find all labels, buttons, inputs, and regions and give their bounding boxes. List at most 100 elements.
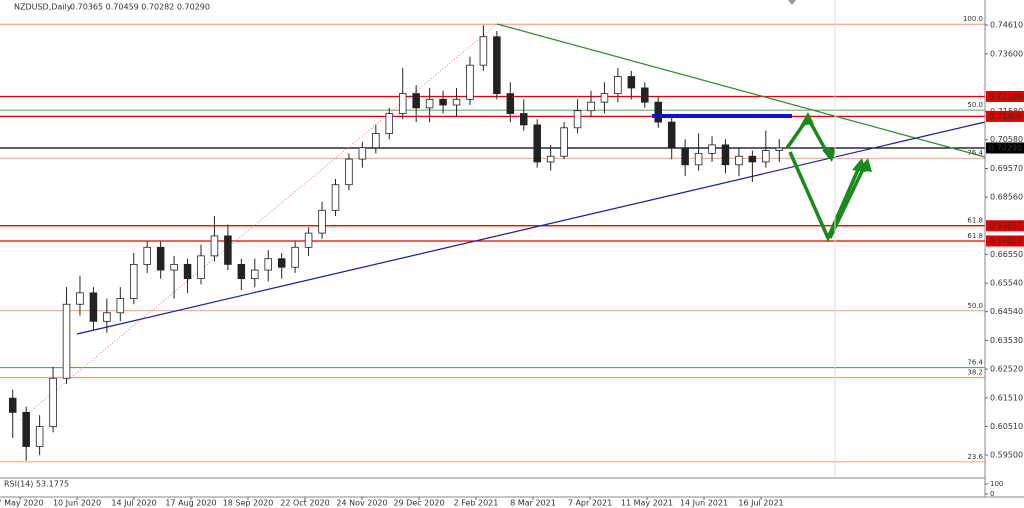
candle-body [129, 263, 138, 299]
candle-body [735, 155, 743, 166]
fib-level-label: 76.4 [967, 359, 983, 367]
x-tick-label: 7 Apr 2021 [568, 499, 612, 508]
candle-body [398, 93, 407, 114]
candle-body [546, 155, 555, 163]
x-tick-label: 2 Feb 2021 [454, 499, 499, 508]
candle-body [76, 292, 84, 305]
arrow-head [800, 112, 814, 126]
fib-base-line [19, 23, 498, 421]
fib-level-label: 76.4 [967, 149, 983, 157]
candle-body [35, 426, 44, 447]
candle-body [62, 303, 71, 379]
candle-body [251, 269, 259, 280]
price-level-box [986, 142, 1024, 154]
rsi-tick-label: 100 [990, 480, 1003, 488]
candle-body [49, 377, 57, 428]
candle-body [614, 76, 622, 95]
arrow-head [822, 148, 836, 162]
candle-body [425, 98, 434, 109]
price-level-label: 0.67023 [989, 236, 1022, 245]
arrow-heads [800, 112, 872, 172]
candle-body [600, 93, 609, 103]
candle-body [667, 121, 676, 149]
x-tick-label: 18 Sep 2020 [223, 499, 274, 508]
candle-body [533, 124, 541, 163]
fib-level-label: 61.8 [967, 217, 983, 225]
y-tick-label: 0.60510 [990, 422, 1023, 431]
candle-body [466, 64, 474, 100]
candle-body [762, 150, 770, 163]
arrow-path-b [788, 151, 862, 243]
candle-body [345, 158, 353, 186]
candle-body [681, 147, 689, 166]
x-tick-label: 17 Aug 2020 [165, 499, 216, 508]
x-tick-label: 14 Jul 2020 [111, 499, 156, 508]
price-level-box [986, 220, 1024, 232]
candle-body [22, 411, 30, 447]
candle-body [708, 144, 716, 154]
fib-level-label: 61.8 [967, 232, 983, 240]
price-level-label: 0.71400 [989, 112, 1022, 121]
candle-body [479, 36, 488, 66]
candle-body [439, 98, 447, 106]
x-tick-label: 10 Jun 2020 [53, 499, 101, 508]
y-tick-label: 0.59500 [990, 451, 1023, 460]
candle-body [291, 246, 299, 268]
price-level-box [986, 90, 1024, 102]
candle-body [331, 184, 340, 211]
price-level-label: 0.67557 [989, 221, 1022, 230]
candle-body [748, 155, 757, 163]
arrow-head [858, 158, 872, 172]
candle-body [775, 147, 784, 151]
x-tick-label: 7 May 2020 [0, 499, 44, 508]
y-tick-label: 0.68560 [990, 193, 1023, 202]
x-tick-label: 29 Dec 2020 [393, 499, 444, 508]
axis: 0.746100.736000.715800.705800.695700.685… [0, 21, 1024, 508]
candle-body [224, 235, 232, 265]
candle-body [237, 263, 246, 280]
candle-body [506, 93, 515, 114]
levels: 100.0 50.0 76.4 61.8 61.8 50.0 76.4 38.2 23.6 [0, 15, 985, 463]
arrow-path-c [828, 164, 867, 239]
candle-body [89, 292, 98, 322]
candle-body [627, 76, 636, 89]
candle-body [170, 263, 178, 271]
y-tick-label: 0.64540 [990, 307, 1023, 316]
candle-body [452, 98, 461, 106]
candle-body [412, 93, 420, 109]
rsi-tick-label: 0 [990, 490, 994, 498]
price-level-label: 0.70290 [989, 143, 1022, 152]
shift-marker [788, 0, 796, 5]
candle-body [277, 258, 286, 268]
y-tick-label: 0.74610 [990, 21, 1023, 30]
candle-body [721, 144, 730, 166]
candle-body [304, 232, 313, 248]
candle-body [8, 397, 17, 413]
candle-body [197, 255, 205, 280]
rsi-label: RSI(14) 53.1775 [4, 480, 69, 489]
candle-body [210, 235, 219, 257]
x-tick-label: 24 Nov 2020 [336, 499, 387, 508]
candle-body [103, 312, 111, 322]
candle-body [183, 263, 192, 280]
candle-body [143, 246, 151, 265]
symbol-title: NZDUSD,Daily [14, 3, 72, 12]
x-tick-label: 14 Jun 2021 [680, 499, 728, 508]
y-tick-label: 0.61510 [990, 393, 1023, 402]
candle-body [264, 258, 273, 271]
price-level-box [986, 110, 1024, 122]
support-trendline [76, 121, 986, 335]
candles [8, 25, 784, 461]
candle-body [587, 101, 595, 112]
y-tick-label: 0.73600 [990, 49, 1023, 58]
y-tick-label: 0.70580 [990, 135, 1023, 144]
x-tick-label: 16 Jul 2021 [738, 499, 783, 508]
y-tick-label: 0.66550 [990, 250, 1023, 259]
candle-body [372, 133, 380, 149]
fib-level-label: 50.0 [967, 101, 983, 109]
candle-body [573, 110, 582, 129]
candle-body [358, 147, 367, 160]
candle-body [116, 298, 125, 314]
